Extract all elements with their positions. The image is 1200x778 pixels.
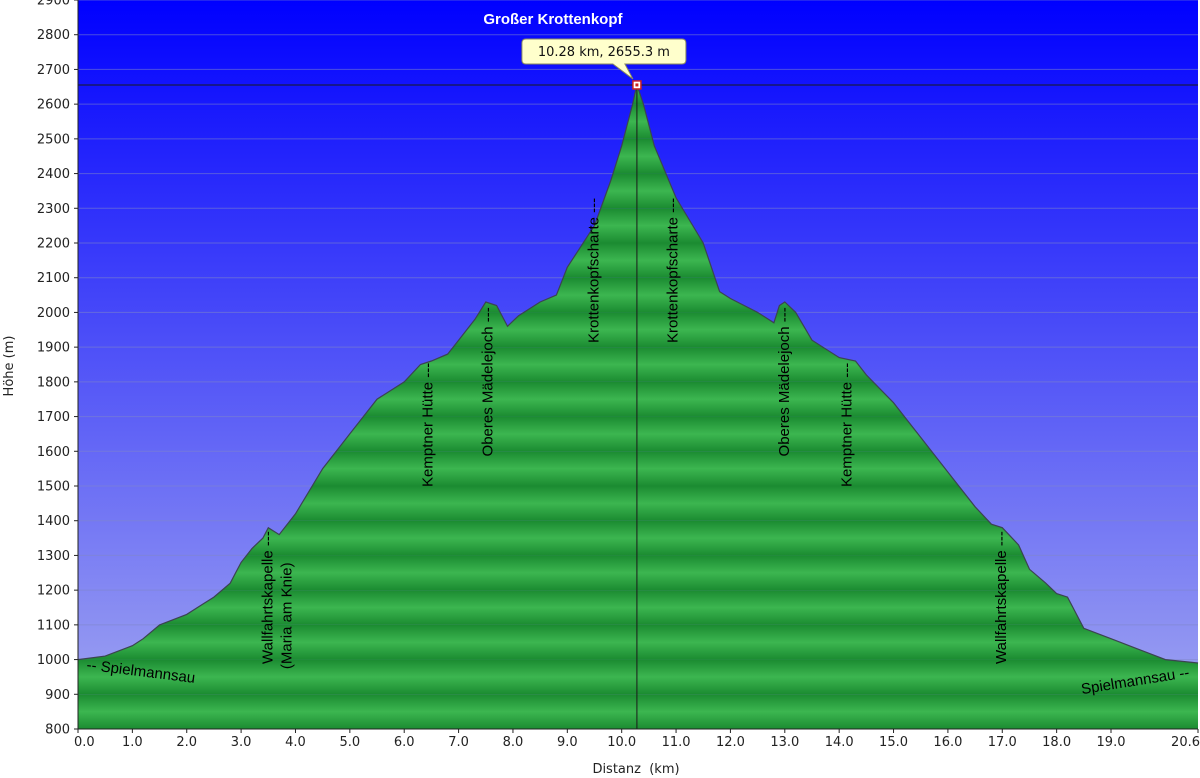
x-tick-label: 0.0 [74,735,95,750]
y-axis-ticks: 800 900 1000 1100 1200 1300 1400 1500 1600 1700 18… [37,0,78,738]
waypoint-label: Wallfahrtskapelle --- [993,531,1010,664]
y-tick-label: 2600 [37,98,70,113]
x-tick-label: 9.0 [557,735,578,750]
x-tick-label: 13.0 [770,735,799,750]
x-tick-label: 10.0 [607,735,636,750]
y-tick-label: 1000 [37,653,70,668]
x-axis-title: Distanz (km) [592,762,679,777]
y-tick-label: 2200 [37,237,70,252]
terrain-band [78,659,1198,695]
y-tick-label: 1400 [37,514,70,529]
x-tick-label: 3.0 [231,735,252,750]
x-tick-label: 6.0 [394,735,415,750]
terrain-band [78,694,1198,729]
x-tick-label: 14.0 [825,735,854,750]
x-tick-label: 17.0 [988,735,1017,750]
y-tick-label: 1600 [37,445,70,460]
x-tick-label: 11.0 [662,735,691,750]
x-tick-label: 18.0 [1042,735,1071,750]
tooltip-box [521,38,687,80]
y-tick-label: 2800 [37,28,70,43]
x-tick-label: 8.0 [503,735,524,750]
y-tick-label: 1800 [37,375,70,390]
tooltip-text: 10.28 km, 2655.3 m [538,45,670,60]
y-tick-label: 1900 [37,341,70,356]
x-tick-label: 20.6 [1171,735,1200,750]
profile-outline [77,82,1199,664]
y-tick-label: 2400 [37,167,70,182]
y-tick-label: 2000 [37,306,70,321]
y-tick-label: 2300 [37,202,70,217]
waypoint-label: Wallfahrtskapelle --- [259,531,276,664]
terrain-band [78,624,1198,660]
x-tick-label: 19.0 [1097,735,1126,750]
y-tick-label: 900 [45,688,70,703]
x-tick-label: 15.0 [879,735,908,750]
y-tick-label: 1100 [37,618,70,633]
waypoint-label: Kemptner Hütte --- [838,363,855,487]
x-axis-ticks: 0.0 1.0 2.0 3.0 4.0 5.0 6.0 7.0 8.0 9.0 10.0 11.0 12… [74,729,1200,750]
waypoint-label: (Maria am Knie) [278,562,295,669]
terrain-band [78,590,1198,625]
y-tick-label: 2500 [37,132,70,147]
y-tick-label: 1700 [37,410,70,425]
y-tick-label: 1500 [37,480,70,495]
x-tick-label: 2.0 [176,735,197,750]
waypoint-label: Oberes Mädelejoch --- [479,307,496,456]
chart-title: Großer Krottenkopf [483,11,623,28]
y-tick-label: 2900 [37,0,70,9]
x-tick-label: 12.0 [716,735,745,750]
x-tick-label: 16.0 [933,735,962,750]
x-tick-label: 7.0 [448,735,469,750]
y-tick-label: 800 [45,723,70,738]
summit-marker[interactable] [632,80,642,90]
waypoint-label: Krottenkopfscharte --- [664,198,681,343]
waypoint-label: Krottenkopfscharte --- [585,198,602,343]
y-tick-label: 2100 [37,271,70,286]
y-tick-label: 1200 [37,584,70,599]
y-axis-title: Höhe (m) [2,336,17,397]
y-tick-label: 1300 [37,549,70,564]
marker-center [635,83,639,87]
terrain-band [78,555,1198,591]
x-tick-label: 4.0 [285,735,306,750]
waypoint-label: Oberes Mädelejoch --- [776,307,793,456]
x-tick-label: 1.0 [122,735,143,750]
x-tick-label: 5.0 [340,735,361,750]
waypoint-label: Kemptner Hütte --- [420,363,437,487]
y-tick-label: 2700 [37,63,70,78]
marker-tooltip: 10.28 km, 2655.3 m [521,38,687,80]
